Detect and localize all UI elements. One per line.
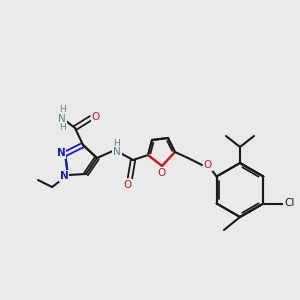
Text: N: N xyxy=(113,147,121,157)
Text: Cl: Cl xyxy=(284,199,295,208)
Text: H: H xyxy=(114,140,120,148)
Text: N: N xyxy=(60,171,68,181)
Text: N: N xyxy=(57,148,65,158)
Text: H: H xyxy=(58,122,65,131)
Text: O: O xyxy=(123,180,131,190)
Text: O: O xyxy=(204,160,212,170)
Text: H: H xyxy=(58,106,65,115)
Text: O: O xyxy=(92,112,100,122)
Text: N: N xyxy=(58,114,66,124)
Text: O: O xyxy=(158,168,166,178)
